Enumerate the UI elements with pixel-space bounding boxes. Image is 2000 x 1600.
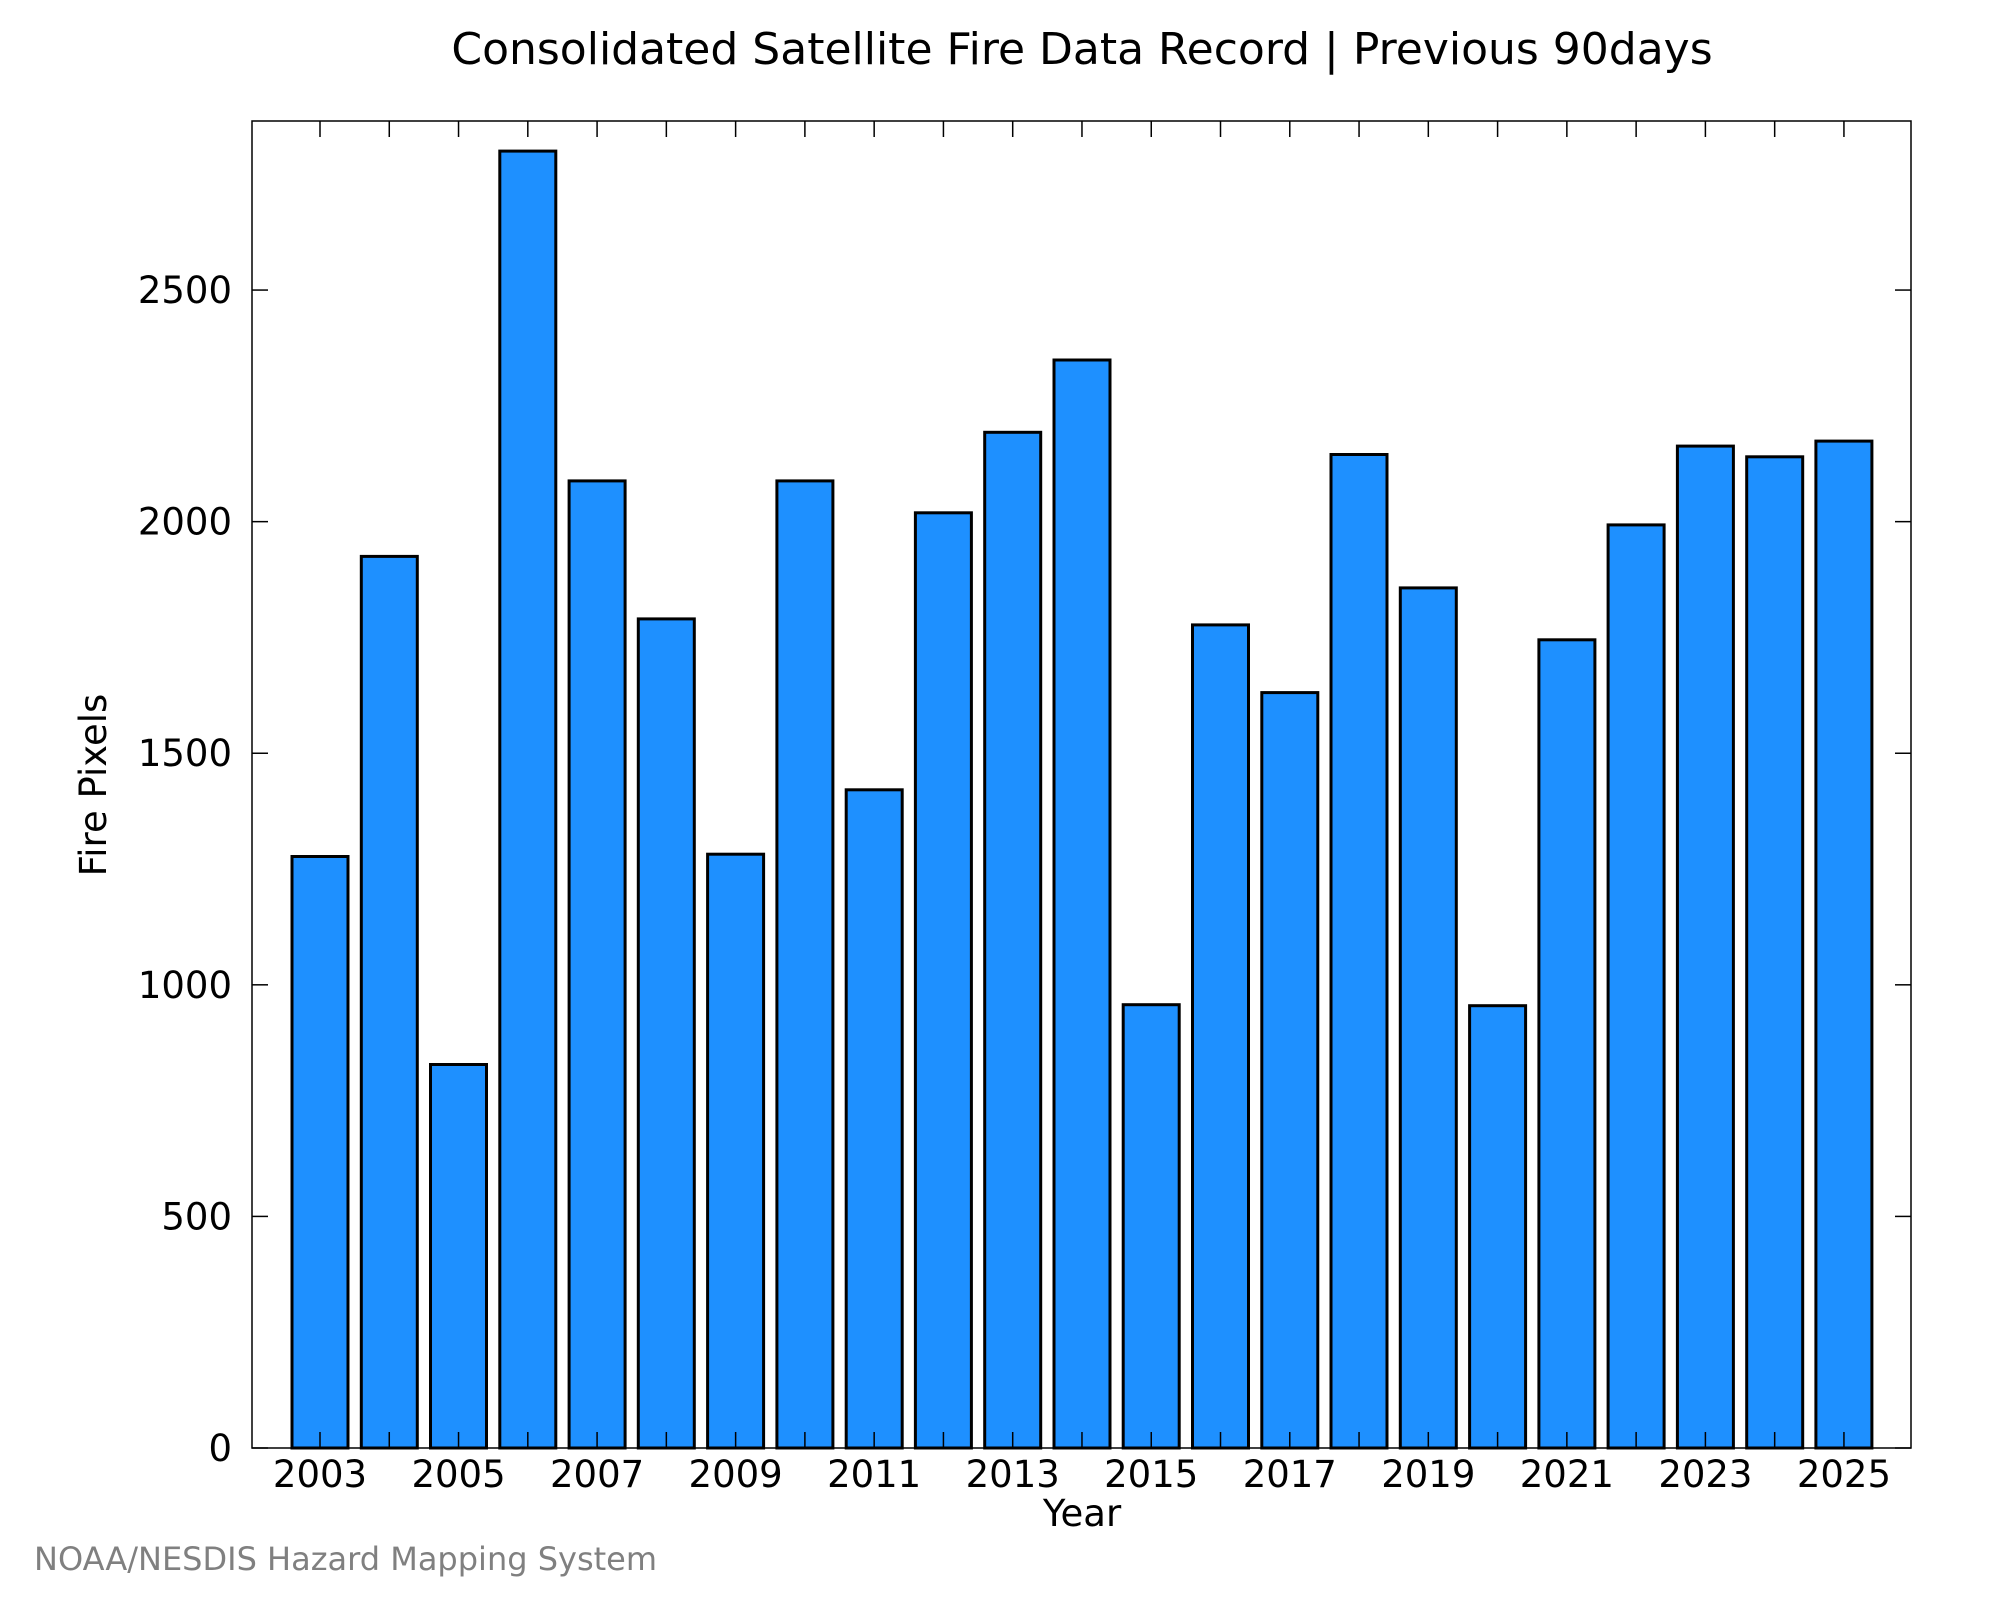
bar-2007 (567, 479, 627, 1450)
x-tick-label: 2023 (1658, 1453, 1752, 1496)
x-tick-label: 2019 (1381, 1453, 1475, 1496)
bar-2017 (1260, 691, 1320, 1450)
bar-2024 (1745, 455, 1805, 1450)
bar-2012 (913, 511, 973, 1450)
x-tick-label: 2009 (689, 1453, 783, 1496)
x-axis-label: Year (1042, 1492, 1122, 1535)
y-tick-label: 1000 (138, 964, 232, 1007)
bar-2025 (1814, 439, 1874, 1450)
y-tick-label: 2000 (138, 501, 232, 544)
x-tick-label: 2013 (966, 1453, 1060, 1496)
bar-2006 (498, 149, 558, 1450)
bar-2004 (359, 554, 419, 1450)
y-tick-label: 1500 (138, 732, 232, 775)
bar-2018 (1329, 453, 1389, 1450)
bar-2003 (290, 855, 350, 1450)
chart-title: Consolidated Satellite Fire Data Record … (451, 24, 1712, 75)
x-tick-label: 2017 (1243, 1453, 1337, 1496)
bar-2022 (1606, 523, 1666, 1450)
plot-area: 2003 2005 2007 2009 2011 2013 2015 2017 2019 2021… (138, 120, 1912, 1496)
x-tick-label: 2003 (273, 1453, 367, 1496)
bar-2005 (429, 1063, 488, 1450)
y-axis-label: Fire Pixels (72, 694, 115, 877)
y-tick-label: 2500 (138, 269, 232, 312)
bar-2020 (1468, 1004, 1528, 1450)
bar-2011 (844, 788, 904, 1450)
bar-2023 (1675, 444, 1735, 1450)
y-tick-label: 0 (208, 1427, 232, 1470)
bar-2009 (706, 852, 766, 1450)
bar-2019 (1398, 586, 1458, 1450)
x-tick-label: 2021 (1520, 1453, 1614, 1496)
y-tick-label: 500 (161, 1195, 232, 1238)
x-tick-label: 2005 (411, 1453, 505, 1496)
x-tick-label: 2015 (1104, 1453, 1198, 1496)
source-credit: NOAA/NESDIS Hazard Mapping System (34, 1540, 657, 1578)
bar-2008 (636, 617, 696, 1450)
bar-2010 (775, 479, 835, 1450)
bar-2015 (1121, 1003, 1181, 1450)
bar-2021 (1537, 638, 1597, 1450)
x-tick-label: 2007 (550, 1453, 644, 1496)
x-tick-label: 2011 (827, 1453, 921, 1496)
bar-2013 (983, 430, 1043, 1450)
x-tick-label: 2025 (1797, 1453, 1891, 1496)
bar-2016 (1191, 623, 1250, 1450)
bar-2014 (1052, 358, 1112, 1450)
